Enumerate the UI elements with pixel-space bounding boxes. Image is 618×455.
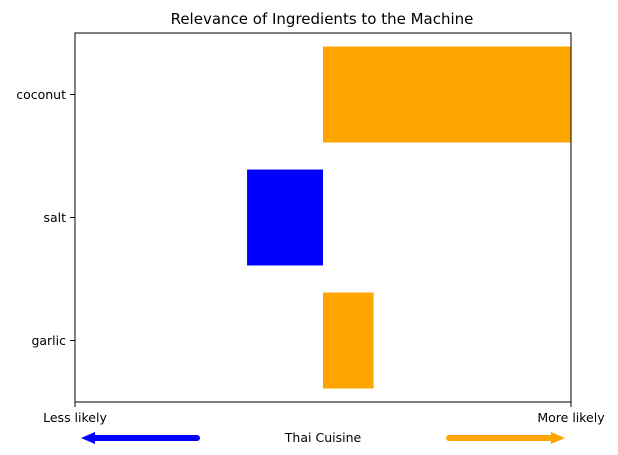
bar-garlic	[323, 292, 374, 389]
bar-salt	[247, 169, 323, 266]
y-ticks: garlic salt coconut	[16, 87, 75, 348]
y-tick-label-salt: salt	[43, 210, 66, 225]
x-axis-label: Thai Cuisine	[284, 430, 362, 445]
x-right-label: More likely	[537, 410, 605, 425]
y-tick-label-garlic: garlic	[31, 333, 66, 348]
bars-group	[247, 46, 571, 389]
bar-coconut	[323, 46, 571, 143]
chart-title: Relevance of Ingredients to the Machine	[171, 10, 474, 28]
right-arrow-icon	[446, 432, 565, 444]
x-left-label: Less likely	[43, 410, 107, 425]
left-arrow-icon	[81, 432, 200, 444]
y-tick-label-coconut: coconut	[16, 87, 66, 102]
